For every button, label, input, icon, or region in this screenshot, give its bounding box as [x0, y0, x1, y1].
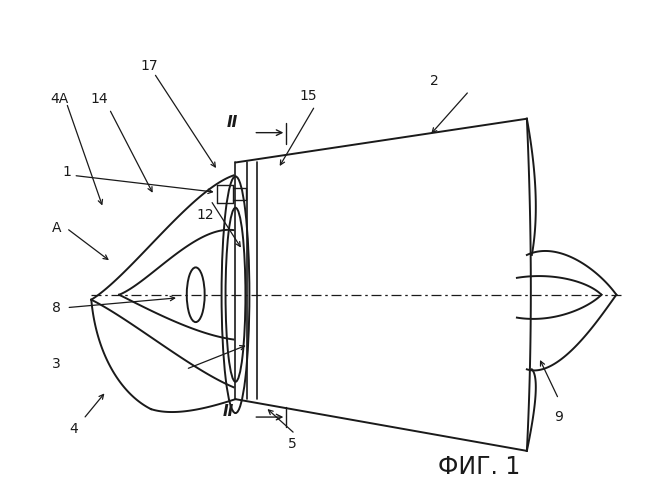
Text: 15: 15: [299, 89, 317, 103]
Text: 4: 4: [69, 422, 78, 436]
Text: A: A: [52, 221, 61, 235]
Text: 2: 2: [430, 74, 439, 88]
Text: 4A: 4A: [50, 92, 68, 106]
Text: II: II: [227, 115, 238, 130]
Text: 12: 12: [197, 208, 214, 222]
Text: 9: 9: [554, 410, 563, 424]
Text: II: II: [223, 404, 234, 419]
Text: ФИГ. 1: ФИГ. 1: [438, 455, 520, 479]
Text: 1: 1: [62, 166, 71, 180]
Text: 3: 3: [52, 357, 61, 371]
Text: 5: 5: [288, 437, 297, 451]
Text: 17: 17: [140, 59, 158, 73]
Text: 14: 14: [90, 92, 108, 106]
Text: 8: 8: [52, 301, 61, 315]
